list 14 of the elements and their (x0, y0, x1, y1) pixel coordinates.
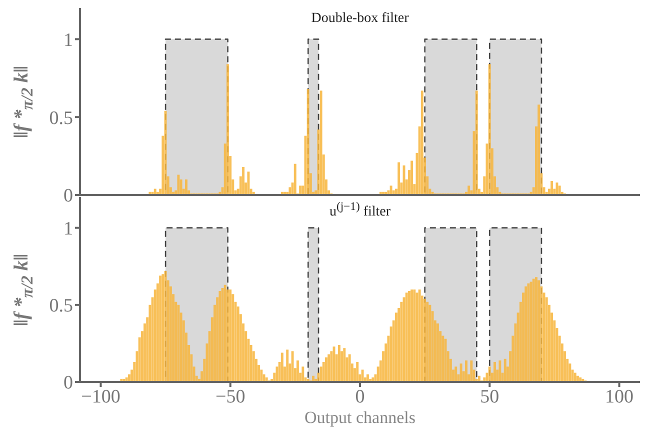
x-tick-label: 100 (605, 386, 634, 408)
y-tick-label: 0 (64, 186, 73, 207)
chart-title: u$^{(j−1)}$ filter (328, 200, 392, 221)
x-axis-title: Output channels (304, 408, 416, 428)
x-tick-label: −50 (216, 386, 246, 408)
y-tick-label: 0.5 (49, 108, 73, 129)
chart-title: Double-box filter (310, 11, 410, 27)
x-tick-label: 50 (480, 386, 500, 408)
y-tick-label: 1 (64, 218, 73, 240)
y-tick-label: 0.5 (49, 296, 73, 317)
y-tick-label: 0 (64, 372, 73, 394)
y-tick-label: 1 (64, 30, 73, 51)
x-tick-label: 0 (355, 386, 365, 408)
x-tick-label: −100 (81, 386, 120, 408)
